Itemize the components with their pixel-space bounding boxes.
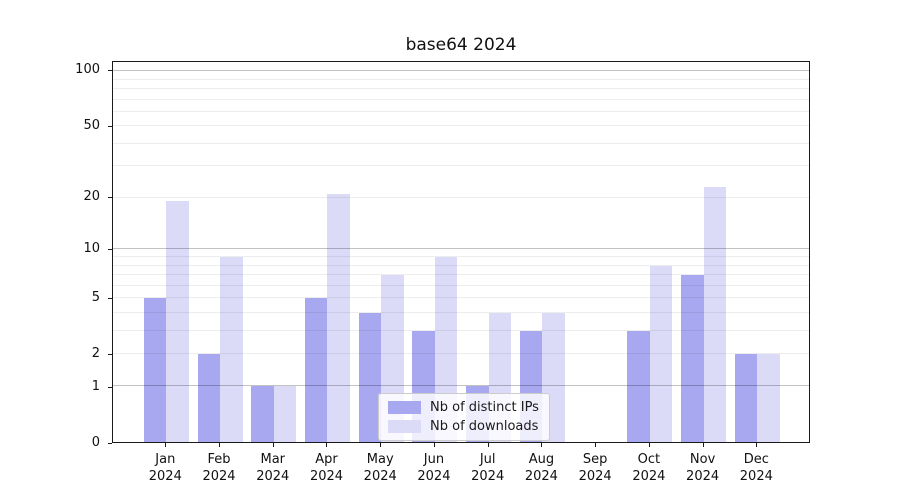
gridline-minor-80 — [113, 88, 809, 90]
chart-title: base64 2024 — [405, 35, 517, 55]
legend-swatch-distinct-ips — [388, 401, 421, 414]
bar-ips-feb — [197, 353, 221, 442]
gridline-minor-4 — [113, 311, 809, 313]
plot-area: Nb of distinct IPs Nb of downloads — [112, 61, 810, 443]
x-tick-label-jul: Jul 2024 — [471, 452, 505, 484]
x-tick-label-may: May 2024 — [363, 452, 397, 484]
gridline-minor-7 — [113, 274, 809, 276]
bar-ips-may — [358, 312, 382, 442]
gridline-minor-70 — [113, 98, 809, 100]
gridline-minor-30 — [113, 165, 809, 167]
x-tick-label-jan: Jan 2024 — [148, 452, 182, 484]
bar-downloads-nov — [703, 186, 727, 442]
y-tick-label-10: 10 — [83, 241, 100, 257]
gridline-minor-40 — [113, 142, 809, 144]
y-tick-label-5: 5 — [91, 290, 100, 306]
x-tick-mark-aug — [541, 443, 543, 447]
y-tick-label-2: 2 — [91, 346, 100, 362]
x-tick-mark-sep — [595, 443, 597, 447]
legend-entry-downloads: Nb of downloads — [388, 419, 539, 434]
y-tick-mark-50 — [108, 125, 112, 127]
y-tick-mark-0 — [108, 443, 112, 444]
y-tick-mark-10 — [108, 249, 112, 251]
bar-ips-dec — [734, 353, 758, 442]
x-tick-mark-mar — [272, 443, 274, 447]
x-tick-label-aug: Aug 2024 — [524, 452, 558, 484]
bar-ips-oct — [627, 330, 650, 442]
gridline-minor-3 — [113, 329, 809, 331]
x-tick-mark-oct — [648, 443, 650, 447]
x-tick-label-jun: Jun 2024 — [417, 452, 451, 484]
x-tick-label-feb: Feb 2024 — [202, 452, 236, 484]
x-tick-label-oct: Oct 2024 — [632, 452, 666, 484]
y-tick-mark-100 — [108, 70, 112, 72]
x-tick-mark-apr — [326, 443, 328, 447]
gridline-minor-50 — [113, 125, 809, 127]
x-tick-label-dec: Dec 2024 — [739, 452, 773, 484]
bar-ips-nov — [681, 275, 704, 442]
x-tick-mark-jan — [165, 443, 167, 447]
x-tick-label-sep: Sep 2024 — [578, 452, 612, 484]
x-tick-mark-dec — [756, 443, 758, 447]
legend-label-downloads: Nb of downloads — [430, 419, 539, 434]
legend: Nb of distinct IPs Nb of downloads — [378, 393, 550, 441]
x-tick-label-mar: Mar 2024 — [256, 452, 290, 484]
bar-downloads-mar — [273, 386, 297, 442]
x-tick-mark-jul — [487, 443, 489, 447]
bar-downloads-dec — [757, 353, 780, 442]
bar-ips-apr — [304, 298, 328, 442]
gridline-major-10 — [113, 248, 809, 250]
y-tick-mark-1 — [108, 387, 112, 389]
bar-downloads-feb — [220, 257, 243, 442]
legend-entry-distinct-ips: Nb of distinct IPs — [388, 400, 539, 415]
bar-ips-jan — [143, 298, 167, 442]
bar-downloads-apr — [327, 193, 350, 442]
x-tick-label-nov: Nov 2024 — [686, 452, 720, 484]
y-tick-label-100: 100 — [75, 62, 100, 78]
y-tick-label-50: 50 — [83, 117, 100, 133]
y-tick-label-20: 20 — [83, 189, 100, 205]
y-tick-mark-20 — [108, 197, 112, 199]
legend-swatch-downloads — [388, 420, 421, 433]
gridline-minor-90 — [113, 78, 809, 80]
gridline-minor-2 — [113, 352, 809, 354]
x-tick-mark-feb — [219, 443, 221, 447]
gridline-minor-6 — [113, 284, 809, 286]
bar-ips-mar — [251, 386, 274, 442]
gridline-minor-20 — [113, 196, 809, 198]
gridline-minor-60 — [113, 110, 809, 112]
gridline-major-1 — [113, 385, 809, 387]
x-tick-mark-may — [380, 443, 382, 447]
y-tick-mark-5 — [108, 298, 112, 300]
gridline-minor-9 — [113, 256, 809, 258]
gridline-minor-5 — [113, 297, 809, 299]
x-tick-label-apr: Apr 2024 — [309, 452, 344, 484]
y-tick-label-1: 1 — [91, 379, 100, 395]
x-tick-mark-jun — [433, 443, 435, 447]
bar-downloads-oct — [649, 265, 673, 442]
x-tick-mark-nov — [702, 443, 704, 447]
legend-label-distinct-ips: Nb of distinct IPs — [430, 400, 539, 415]
gridline-minor-8 — [113, 264, 809, 266]
y-tick-mark-2 — [108, 354, 112, 356]
gridline-major-100 — [113, 70, 809, 72]
bar-downloads-jan — [166, 201, 189, 442]
y-tick-label-0: 0 — [91, 435, 100, 450]
